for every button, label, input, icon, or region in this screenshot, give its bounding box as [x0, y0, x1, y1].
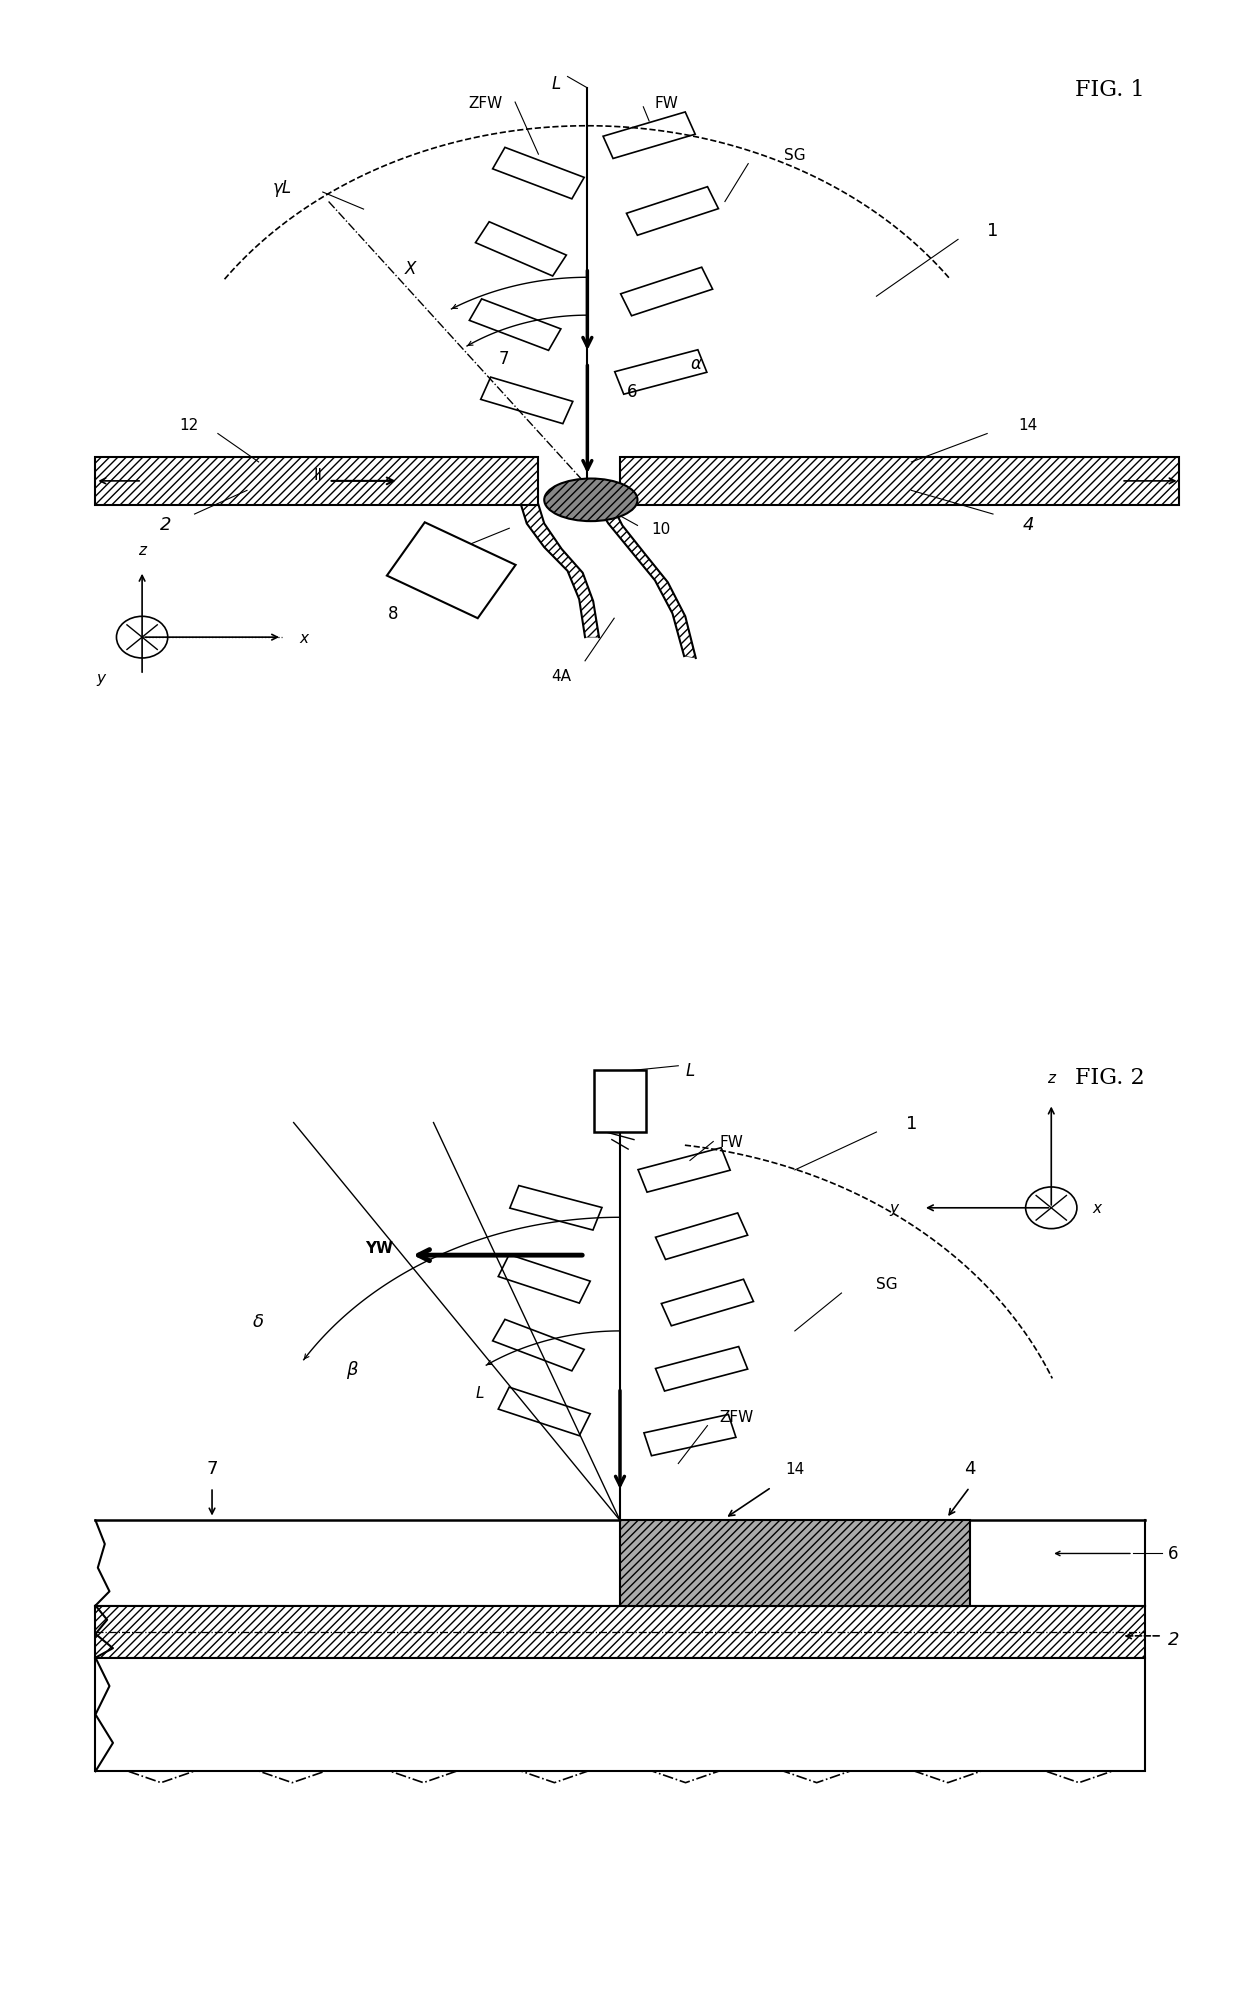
- Bar: [621, 268, 713, 316]
- Text: FIG. 1: FIG. 1: [1075, 79, 1145, 101]
- Bar: [498, 1388, 590, 1436]
- Text: x: x: [300, 630, 309, 644]
- Text: 12: 12: [179, 417, 198, 433]
- Text: ZFW: ZFW: [469, 95, 503, 111]
- Text: FIG. 2: FIG. 2: [1075, 1065, 1145, 1088]
- Text: 6: 6: [626, 383, 637, 401]
- Text: L: L: [476, 1386, 485, 1400]
- Text: 4A: 4A: [552, 669, 572, 683]
- Bar: [492, 1319, 584, 1372]
- Text: 7: 7: [206, 1460, 218, 1478]
- Text: SG: SG: [877, 1277, 898, 1291]
- Text: 10: 10: [651, 522, 671, 536]
- Text: x: x: [1092, 1200, 1101, 1216]
- Text: 2A: 2A: [412, 546, 432, 560]
- Text: z: z: [1048, 1069, 1055, 1086]
- Bar: [469, 300, 560, 350]
- Text: y: y: [97, 671, 105, 687]
- Bar: [620, 457, 1179, 506]
- Bar: [492, 149, 584, 199]
- Bar: [475, 224, 567, 276]
- Text: 7: 7: [498, 350, 508, 369]
- Text: δ: δ: [253, 1313, 264, 1331]
- Bar: [620, 457, 1179, 506]
- Text: 2: 2: [1168, 1629, 1179, 1647]
- Bar: [656, 1212, 748, 1261]
- Bar: [639, 1148, 730, 1192]
- Bar: [95, 1658, 1145, 1772]
- Text: II: II: [314, 467, 322, 483]
- Bar: [626, 187, 718, 236]
- Bar: [481, 379, 573, 425]
- Bar: [387, 524, 516, 618]
- Bar: [661, 1279, 754, 1325]
- Text: FW: FW: [655, 95, 678, 111]
- Text: L: L: [686, 1061, 694, 1080]
- Bar: [656, 1347, 748, 1392]
- Text: 14: 14: [1018, 417, 1038, 433]
- Bar: [594, 1071, 646, 1132]
- Text: 4: 4: [1022, 516, 1034, 534]
- Ellipse shape: [544, 479, 637, 522]
- Bar: [95, 1605, 1145, 1658]
- Bar: [615, 350, 707, 395]
- Bar: [603, 113, 696, 159]
- Text: α: α: [691, 354, 702, 373]
- Text: L: L: [552, 75, 560, 93]
- Text: 14: 14: [785, 1460, 805, 1476]
- Text: γL: γL: [273, 179, 291, 197]
- Text: 6: 6: [1168, 1545, 1178, 1563]
- Text: SG: SG: [784, 147, 806, 163]
- Text: β: β: [346, 1359, 357, 1378]
- Text: z: z: [138, 542, 146, 558]
- Bar: [95, 457, 538, 506]
- Bar: [95, 457, 538, 506]
- Text: FW: FW: [719, 1134, 743, 1150]
- Text: y: y: [889, 1200, 899, 1216]
- Bar: [644, 1414, 735, 1456]
- Bar: [498, 1255, 590, 1303]
- Text: 4: 4: [963, 1460, 976, 1478]
- Text: YW: YW: [365, 1241, 393, 1255]
- Text: 2: 2: [160, 516, 171, 534]
- Bar: [620, 1521, 970, 1605]
- Text: ZFW: ZFW: [719, 1410, 754, 1424]
- Text: 1: 1: [905, 1114, 918, 1132]
- Text: 8: 8: [387, 604, 398, 622]
- Text: X: X: [404, 260, 415, 278]
- Text: 1: 1: [987, 222, 998, 240]
- Bar: [510, 1186, 601, 1231]
